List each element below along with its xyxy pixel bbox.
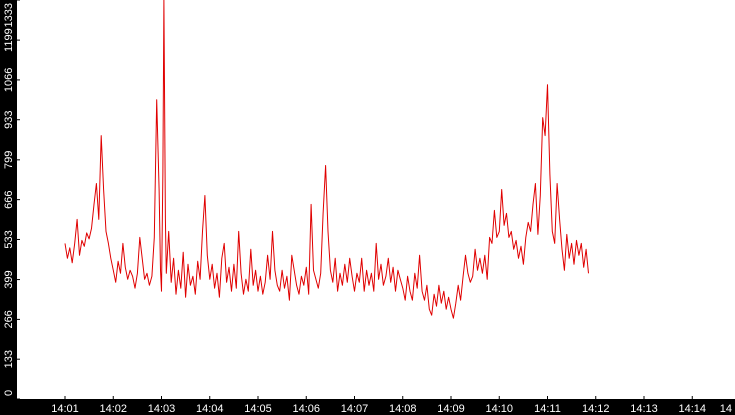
y-tick: 133 [3,350,20,368]
y-tick: 0 [3,390,20,400]
x-tick: 14:14 [678,396,706,415]
x-tick-label: 14:12 [582,403,610,415]
x-tick: 14:04 [196,396,224,415]
y-axis-strip [0,0,17,415]
x-tick: 14:03 [148,396,176,415]
x-tick-label: 14:02 [99,403,127,415]
y-tick: 666 [3,190,20,209]
x-tick: 14:08 [389,396,417,415]
x-tick: 14:06 [292,396,320,415]
x-tick: 14:01 [51,396,79,415]
x-tick-label: 14:13 [630,403,658,415]
x-tick-label: 14 [720,403,732,415]
x-axis: 14:01 14:02 14:03 14:04 14:05 14:06 14:07 14:08… [51,396,732,415]
x-tick-label: 14:10 [485,403,513,415]
x-tick-label: 14:05 [244,403,272,415]
x-tick-label: 14:07 [341,403,369,415]
y-tick-label: 133 [3,350,15,368]
y-tick-label: 399 [3,270,15,288]
y-tick: 1333 [3,0,20,27]
y-tick: 933 [3,111,20,129]
series-group [64,0,589,319]
x-tick: 14:05 [244,396,272,415]
x-tick: 14 [720,403,732,415]
y-tick: 399 [3,270,20,289]
x-tick-label: 14:09 [437,403,465,415]
x-tick: 14:09 [437,396,465,415]
x-tick-label: 14:03 [148,403,176,415]
x-axis-strip [0,399,735,415]
x-tick-label: 14:11 [534,403,561,415]
y-tick-label: 1066 [3,68,15,92]
y-tick: 533 [3,230,20,249]
x-tick-label: 14:08 [389,403,417,415]
x-tick-label: 14:06 [292,403,320,415]
x-tick: 14:02 [99,396,127,415]
y-tick-label: 266 [3,310,15,328]
x-tick: 14:10 [485,396,513,415]
y-tick-label: 533 [3,230,15,248]
y-tick: 1199 [3,28,20,52]
y-tick-label: 666 [3,190,15,208]
x-tick: 14:11 [534,396,561,415]
y-tick-label: 1333 [3,3,15,27]
y-tick-label: 1199 [3,28,15,52]
y-tick-label: 799 [3,151,15,169]
x-tick-label: 14:04 [196,403,224,415]
series-line-0 [64,0,589,319]
x-tick-label: 14:01 [51,403,79,415]
y-tick: 1066 [3,68,20,92]
y-tick-label: 0 [3,390,15,396]
x-tick: 14:12 [582,396,610,415]
y-tick: 799 [3,151,20,169]
x-tick-label: 14:14 [678,403,706,415]
y-tick: 266 [3,310,20,329]
x-tick: 14:13 [630,396,658,415]
y-tick-label: 933 [3,111,15,129]
x-tick: 14:07 [341,396,369,415]
